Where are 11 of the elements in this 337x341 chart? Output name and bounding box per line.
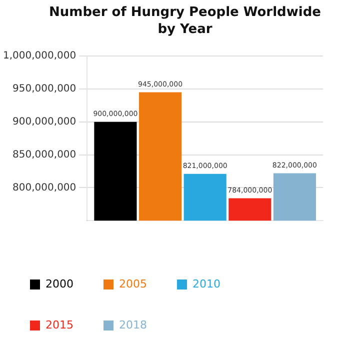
y-tick-label: 800,000,000 xyxy=(12,182,76,194)
legend-label: 2018 xyxy=(118,318,147,332)
y-tick-label: 900,000,000 xyxy=(12,116,76,128)
legend-label: 2015 xyxy=(46,318,74,332)
legend-label: 2005 xyxy=(118,277,147,290)
y-tick-label: 1,000,000,000 xyxy=(2,50,76,62)
chart-title: Number of Hungry People Worldwide by Year xyxy=(48,4,322,38)
legend-label: 2000 xyxy=(46,277,74,290)
legend-label: 2010 xyxy=(192,277,220,290)
y-tick-label: 850,000,000 xyxy=(12,149,76,160)
y-tick-label: 950,000,000 xyxy=(12,84,76,95)
